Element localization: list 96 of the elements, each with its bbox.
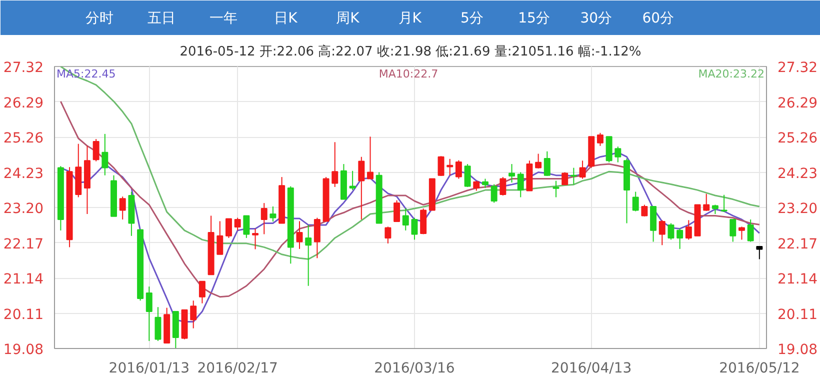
candlestick (234, 217, 241, 231)
candlestick (500, 176, 506, 196)
candlestick (446, 158, 454, 176)
candlestick (216, 220, 224, 255)
y-tick-label: 24.23 (3, 166, 44, 182)
candlestick (146, 286, 152, 342)
candlestick (517, 172, 524, 198)
text: 30分 (580, 10, 612, 26)
y-tick-label: 25.26 (3, 130, 44, 146)
candlestick (332, 142, 338, 188)
candlestick (473, 180, 480, 192)
candlestick (270, 206, 276, 222)
text: MA20:23.22 (698, 68, 765, 80)
y2-tick-label: 24.23 (778, 166, 818, 182)
y-tick-label: 22.17 (3, 236, 44, 252)
candlestick (676, 228, 684, 250)
y-tick-label: 26.29 (3, 95, 44, 112)
x-tick-label: 2016/02/17 (197, 360, 278, 376)
candlestick (508, 164, 516, 184)
candlestick (358, 156, 365, 220)
candlestick (154, 306, 162, 342)
candlestick (384, 226, 392, 244)
y2-tick-label: 23.20 (778, 201, 818, 217)
candlestick (632, 191, 639, 212)
candlestick (226, 218, 232, 238)
candlestick (349, 170, 356, 191)
candlestick (455, 160, 462, 180)
y-tick-label: 19.08 (3, 342, 44, 358)
candlestick (614, 146, 622, 163)
candlestick (658, 220, 666, 246)
x-tick-label: 2016/05/12 (719, 360, 800, 376)
line-series (60, 100, 760, 298)
text: 5分 (460, 10, 484, 26)
candlestick (464, 164, 471, 188)
y2-tick-label: 27.32 (778, 60, 818, 76)
text: 60分 (642, 10, 674, 26)
candlestick (482, 178, 488, 188)
candlestick (102, 133, 108, 176)
candlestick (606, 136, 612, 163)
y-tick-label: 21.14 (3, 272, 44, 288)
candlestick (411, 217, 418, 240)
candlestick (252, 228, 259, 250)
candlestick (641, 204, 648, 217)
candlestick (738, 226, 745, 240)
candlestick (119, 196, 126, 220)
text: 日K (274, 10, 298, 26)
text: MA10:22.7 (378, 68, 438, 80)
candlestick (198, 280, 206, 304)
chart-subtitle: 2016-05-12 开:22.06 高:22.07 收:21.98 低:21.69 量:21051.16 幅:-1.12% (180, 44, 642, 60)
candlestick (296, 220, 303, 250)
candlestick (703, 193, 710, 212)
text: 分时 (85, 10, 114, 26)
candlestick (730, 218, 736, 242)
candlestick (438, 156, 444, 177)
candlestick (260, 202, 268, 235)
text: 五日 (148, 10, 176, 26)
candlestick (490, 184, 498, 204)
candlestick (712, 204, 718, 214)
candlestick (756, 246, 763, 260)
candlestick (535, 153, 542, 169)
y2-tick-label: 22.17 (778, 236, 818, 252)
x-tick-label: 2016/01/13 (108, 360, 190, 376)
candlestick (552, 180, 560, 198)
candlestick (668, 222, 674, 240)
candlestick (190, 300, 197, 329)
y2-tick-label: 25.26 (778, 130, 818, 146)
y2-tick-label: 20.11 (778, 306, 818, 323)
y-tick-label: 20.11 (3, 306, 44, 323)
candlestick (367, 136, 374, 180)
candlestick (314, 217, 320, 259)
y2-tick-label: 19.08 (778, 342, 818, 358)
y-tick-label: 27.32 (3, 60, 44, 76)
y2-tick-label: 21.14 (778, 272, 818, 288)
x-tick-label: 2016/04/13 (551, 360, 632, 376)
text: 15分 (518, 10, 550, 26)
candlestick (305, 224, 312, 286)
candlestick (92, 138, 100, 162)
text: 一年 (210, 10, 238, 26)
candlestick (570, 167, 577, 186)
candlestick (596, 132, 604, 146)
candlestick (402, 208, 409, 231)
candlestick (544, 150, 550, 177)
candlestick (579, 160, 586, 180)
text: 月K (398, 10, 422, 26)
candlestick (685, 220, 692, 240)
candlestick (650, 206, 657, 242)
candlestick (562, 172, 568, 186)
y-tick-label: 23.20 (3, 201, 44, 217)
candlestick (243, 215, 250, 238)
candlestick (394, 200, 400, 222)
text: 周K (336, 10, 360, 26)
x-tick-label: 2016/03/16 (374, 360, 455, 376)
candlestick (420, 208, 427, 235)
candlestick (720, 194, 728, 212)
y2-tick-label: 26.29 (778, 95, 818, 112)
candlestick (747, 218, 754, 242)
